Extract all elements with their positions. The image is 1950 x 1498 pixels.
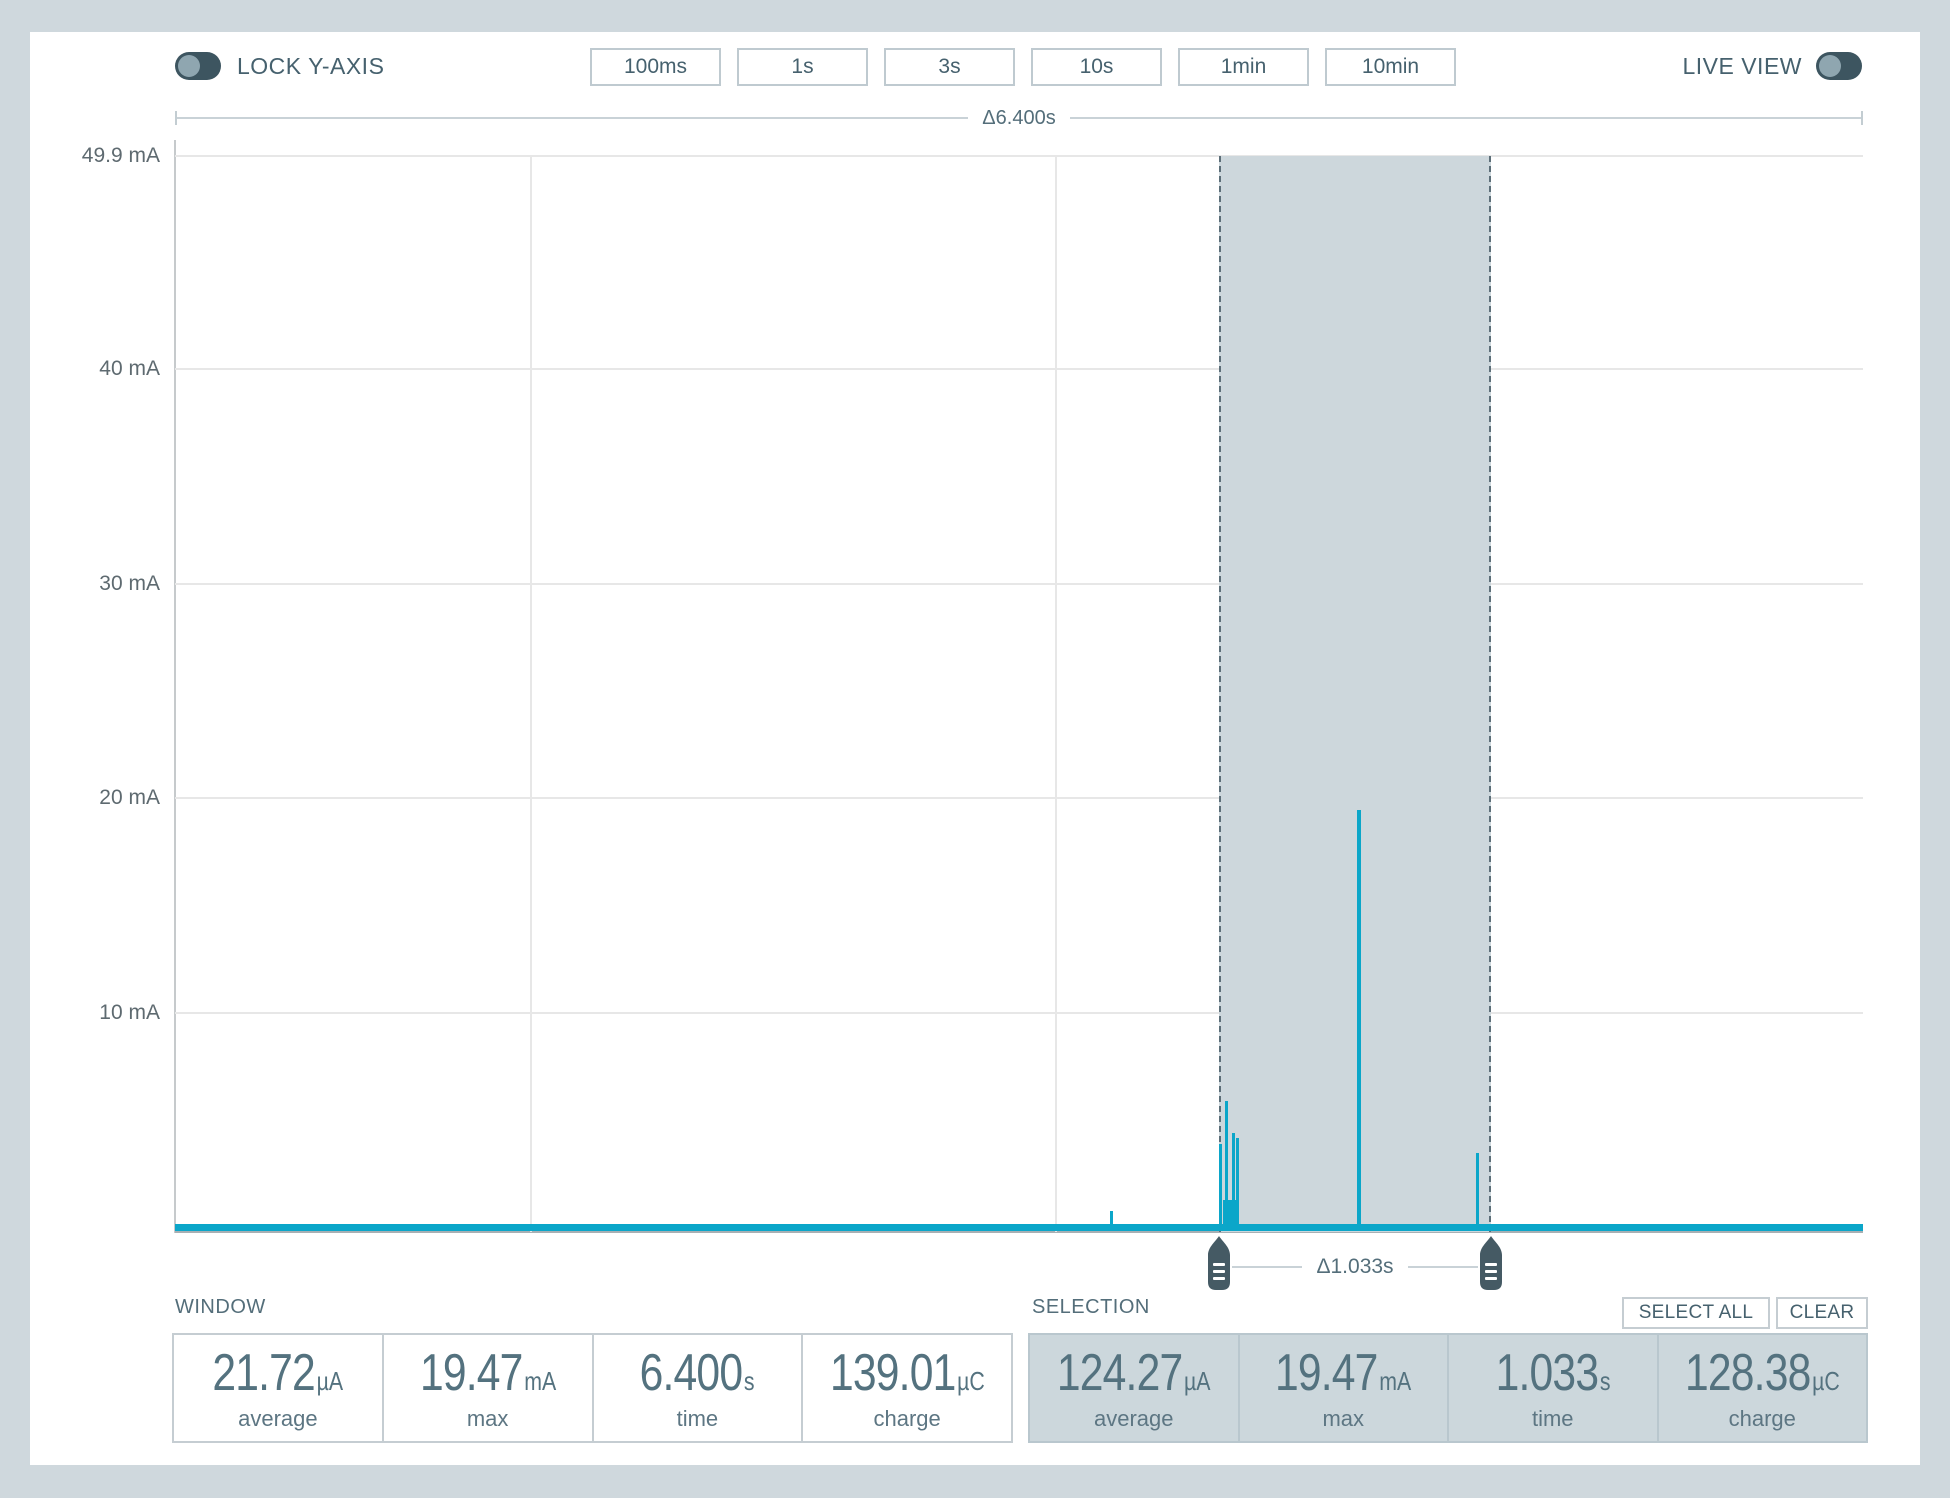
selection-handle-left[interactable] <box>1207 1236 1230 1290</box>
y-gridline <box>175 797 1863 800</box>
current-spike <box>1219 1144 1223 1231</box>
stat-unit: µA <box>316 1365 344 1396</box>
window-duration-label: Δ6.400s <box>982 107 1056 129</box>
stat-label: time <box>1531 1405 1574 1431</box>
current-trace-baseline <box>175 1224 1863 1231</box>
selection-duration-label: Δ1.033s <box>1316 1255 1394 1278</box>
stat-value-group: 19.47mA <box>1275 1347 1411 1399</box>
stat-value: 6.400 <box>639 1343 743 1402</box>
selection-stats-panel: 124.27µA average 19.47mA max 1.033s time 128.3… <box>1028 1333 1868 1443</box>
bracket-tick <box>1861 111 1864 125</box>
bracket-line <box>1069 117 1862 119</box>
stat-label: charge <box>1728 1405 1796 1431</box>
current-spike <box>1236 1137 1240 1231</box>
x-gridline <box>530 156 533 1232</box>
stat-unit: s <box>744 1365 755 1396</box>
live-view-label: LIVE VIEW <box>1682 52 1802 79</box>
stat-value: 139.01 <box>829 1343 956 1402</box>
selection-stat-average: 124.27µA average <box>1030 1335 1238 1441</box>
selection-duration-indicator: Δ1.033s <box>1231 1254 1479 1280</box>
y-axis-tick-label: 10 mA <box>99 1001 160 1025</box>
lock-y-axis-control: LOCK Y-AXIS <box>175 52 384 80</box>
toggle-knob-icon <box>1819 55 1841 77</box>
stat-value: 1.033 <box>1495 1343 1598 1402</box>
x-axis-line <box>175 1231 1863 1233</box>
window-duration-bracket: Δ6.400s <box>175 106 1864 130</box>
stat-unit: µC <box>1811 1365 1840 1396</box>
stat-value-group: 21.72µA <box>212 1347 343 1399</box>
y-axis-tick-label: 20 mA <box>99 786 160 810</box>
content-area <box>30 32 1920 1465</box>
stat-value-group: 1.033s <box>1495 1347 1610 1399</box>
selection-panel-title: SELECTION <box>1032 1296 1150 1318</box>
y-gridline <box>175 367 1863 370</box>
selection-stat-max: 19.47mA max <box>1237 1335 1448 1441</box>
window-stat-max: 19.47mA max <box>381 1335 592 1441</box>
live-view-toggle[interactable] <box>1816 52 1862 80</box>
current-spike <box>1357 809 1362 1231</box>
current-spike <box>1232 1133 1236 1231</box>
stat-label: max <box>1322 1405 1365 1431</box>
stat-label: charge <box>873 1405 941 1431</box>
stat-label: average <box>238 1405 318 1431</box>
y-gridline <box>175 582 1863 585</box>
lock-y-axis-toggle[interactable] <box>175 52 221 80</box>
window-button-100ms[interactable]: 100ms <box>590 48 721 86</box>
x-gridline <box>1054 156 1057 1232</box>
selection-stat-time: 1.033s time <box>1447 1335 1657 1441</box>
stat-value-group: 139.01µC <box>830 1347 985 1399</box>
stat-value: 124.27 <box>1056 1343 1183 1402</box>
current-spike <box>1224 1101 1228 1231</box>
y-axis-tick-label: 30 mA <box>99 571 160 595</box>
current-spike <box>1109 1210 1113 1231</box>
time-window-buttons: 100ms 1s 3s 10s 1min 10min <box>590 48 1456 86</box>
stat-value: 19.47 <box>1275 1343 1378 1402</box>
clear-button[interactable]: CLEAR <box>1776 1297 1868 1329</box>
stat-unit: mA <box>1379 1365 1412 1396</box>
y-axis-tick-label: 49.9 mA <box>81 144 160 167</box>
selection-region[interactable] <box>1218 156 1492 1232</box>
window-button-1s[interactable]: 1s <box>737 48 868 86</box>
y-axis-tick-label: 40 mA <box>99 356 160 380</box>
stat-value: 21.72 <box>212 1343 316 1402</box>
window-button-10min[interactable]: 10min <box>1325 48 1456 86</box>
select-all-button[interactable]: SELECT ALL <box>1622 1297 1770 1329</box>
stat-value-group: 19.47mA <box>419 1347 555 1399</box>
window-stat-charge: 139.01µC charge <box>801 1335 1011 1441</box>
window-panel-title: WINDOW <box>175 1296 266 1318</box>
stat-label: average <box>1093 1405 1174 1431</box>
stat-value-group: 6.400s <box>640 1347 755 1399</box>
stat-unit: mA <box>523 1365 556 1396</box>
stat-label: max <box>466 1405 509 1431</box>
window-stat-average: 21.72µA average <box>174 1335 382 1441</box>
y-axis-line <box>174 140 176 1233</box>
stat-value-group: 128.38µC <box>1685 1347 1840 1399</box>
window-button-10s[interactable]: 10s <box>1031 48 1162 86</box>
live-view-control: LIVE VIEW <box>1682 52 1862 80</box>
stat-value-group: 124.27µA <box>1057 1347 1211 1399</box>
current-spike <box>1476 1152 1480 1231</box>
selection-delta-line <box>1407 1266 1479 1268</box>
selection-stat-charge: 128.38µC charge <box>1656 1335 1867 1441</box>
stat-label: time <box>676 1405 719 1431</box>
selection-handle-right[interactable] <box>1480 1236 1503 1290</box>
stat-value: 19.47 <box>419 1343 523 1402</box>
lock-y-axis-label: LOCK Y-AXIS <box>237 52 385 79</box>
stat-unit: s <box>1599 1365 1611 1396</box>
window-button-3s[interactable]: 3s <box>884 48 1015 86</box>
stat-unit: µC <box>956 1365 985 1396</box>
toggle-knob-icon <box>178 55 200 77</box>
stat-unit: µA <box>1184 1365 1211 1396</box>
bracket-line <box>177 117 969 119</box>
window-stat-time: 6.400s time <box>591 1335 802 1441</box>
y-gridline <box>175 1012 1863 1015</box>
window-button-1min[interactable]: 1min <box>1178 48 1309 86</box>
bracket-tick <box>175 111 177 125</box>
stat-value: 128.38 <box>1684 1343 1811 1402</box>
window-stats-panel: 21.72µA average 19.47mA max 6.400s time 139.01… <box>172 1333 1013 1443</box>
selection-delta-line <box>1231 1266 1303 1268</box>
y-gridline <box>175 155 1863 157</box>
